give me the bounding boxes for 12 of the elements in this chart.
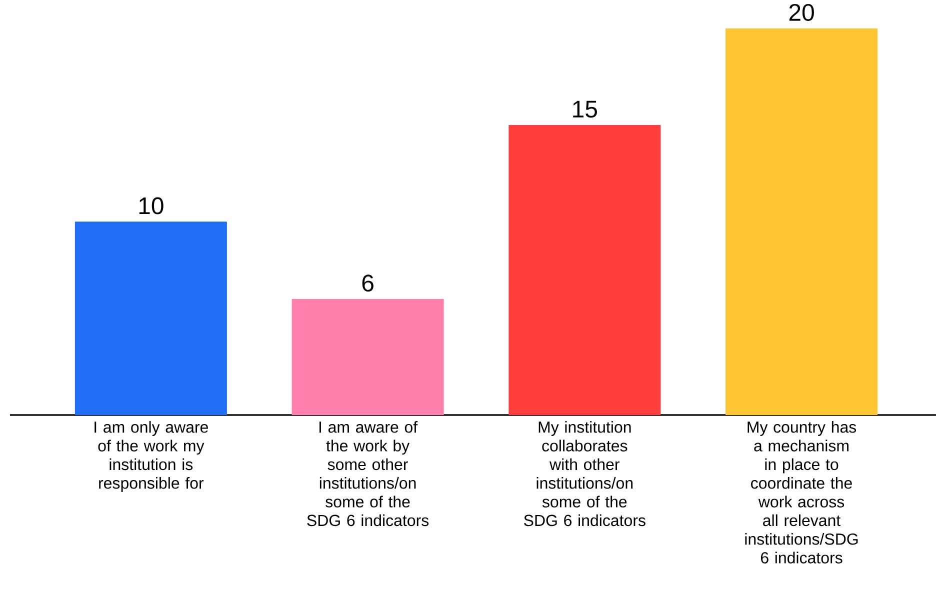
x-tick-label: My country has a mechanism in place to coordinate the work across all relevant institutions/SDG 6 indicators [745, 421, 858, 564]
data-label: 20 [789, 4, 814, 21]
x-tick-label: My institution collaborates with other institutions/on some of the SDG 6 indicators [524, 421, 646, 526]
x-tick-label: I am only aware of the work my institution is responsible for [94, 421, 208, 492]
bar [508, 125, 661, 415]
x-tick-label: I am aware of the work by some other institutions/on some of the SDG 6 indicators [307, 421, 429, 526]
data-label: 6 [362, 274, 374, 292]
bar [74, 222, 227, 415]
data-label: 15 [573, 100, 597, 118]
bar [292, 299, 444, 415]
bar [726, 28, 878, 415]
data-label: 10 [139, 197, 164, 214]
